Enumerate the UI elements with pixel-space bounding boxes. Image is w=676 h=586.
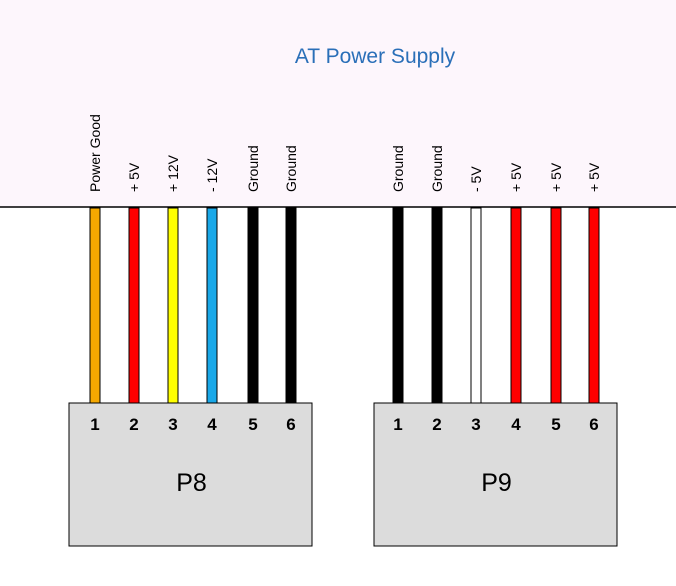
p9-pin-2-label: Ground [429, 145, 445, 192]
p9-connector [373, 402, 618, 547]
p9-pin-5-number: 5 [551, 415, 560, 434]
p9-pin-3-label: - 5V [468, 166, 484, 192]
p9-pin-2-number: 2 [432, 415, 441, 434]
p8-pin-2-label: + 5V [126, 162, 142, 192]
p9-pin-1-number: 1 [393, 415, 402, 434]
p8-pin-1-number: 1 [90, 415, 99, 434]
p9-pin-6-number: 6 [589, 415, 598, 434]
p8-pin-4-wire [206, 207, 218, 405]
p9-pin-5-label: + 5V [548, 162, 564, 192]
p9-pin-6-label: + 5V [586, 162, 602, 192]
p8-pin-3-wire [167, 207, 179, 405]
p8-connector [68, 402, 313, 547]
p9-pin-2-wire [431, 207, 443, 405]
p8-pin-5-label: Ground [245, 145, 261, 192]
p9-pin-5-wire [550, 207, 562, 405]
connectors-layer: 1 2 3 4 5 6 P8 1 2 3 4 5 6 P9 [68, 402, 618, 547]
p9-connector-name: P9 [481, 469, 512, 497]
p8-pin-5-number: 5 [248, 415, 257, 434]
p8-pin-5-wire [247, 207, 259, 405]
pin-labels-layer: Power Good + 5V + 12V - 12V Ground Ground Grou… [87, 114, 602, 192]
p8-pin-6-number: 6 [286, 415, 295, 434]
power-supply-body [0, 0, 676, 207]
p8-pin-2-number: 2 [129, 415, 138, 434]
p9-pin-4-label: + 5V [508, 162, 524, 192]
p9-pin-1-label: Ground [390, 145, 406, 192]
p8-pin-1-wire [89, 207, 101, 405]
p8-pin-2-wire [128, 207, 140, 405]
p9-pin-4-number: 4 [511, 415, 521, 434]
p8-pin-3-label: + 12V [165, 154, 181, 192]
p9-pin-3-number: 3 [471, 415, 480, 434]
p8-pin-1-label: Power Good [87, 114, 103, 192]
p8-pin-3-number: 3 [168, 415, 177, 434]
p9-pin-4-wire [510, 207, 522, 405]
p9-pin-6-wire [588, 207, 600, 405]
wires-layer [89, 207, 600, 405]
p8-pin-4-number: 4 [207, 415, 217, 434]
diagram-title: AT Power Supply [295, 45, 456, 68]
p8-pin-4-label: - 12V [204, 158, 220, 192]
p9-pin-3-wire [470, 207, 482, 405]
p8-connector-name: P8 [176, 469, 207, 497]
p8-pin-6-label: Ground [283, 145, 299, 192]
p9-pin-1-wire [392, 207, 404, 405]
p8-pin-6-wire [285, 207, 297, 405]
